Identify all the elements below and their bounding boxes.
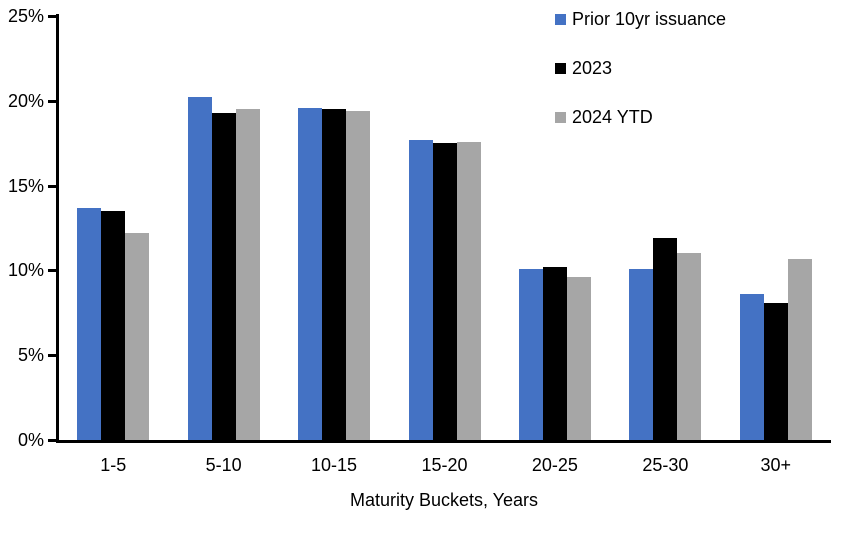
- bar-prior-10yr-issuance-30: [739, 294, 764, 440]
- y-tick-mark: [48, 269, 56, 273]
- x-tick-label: 20-25: [531, 455, 578, 475]
- x-axis-line: [56, 440, 831, 443]
- x-tick-label: 25-30: [642, 455, 689, 475]
- bar-2024-ytd-10-15: [346, 110, 371, 440]
- bar-prior-10yr-issuance-25-30: [629, 268, 654, 440]
- x-tick-label: 10-15: [311, 455, 358, 475]
- bar-2024-ytd-25-30: [677, 253, 702, 440]
- legend-item: 2024 YTD: [555, 106, 726, 128]
- bar-2024-ytd-20-25: [566, 277, 591, 440]
- y-tick-mark: [48, 184, 56, 188]
- y-tick-label: 15%: [7, 175, 44, 196]
- x-tick-label: 5-10: [205, 455, 242, 475]
- bar-prior-10yr-issuance-20-25: [518, 268, 543, 440]
- x-tick-label: 30+: [760, 455, 792, 475]
- legend-swatch-2023: [555, 62, 566, 74]
- bar-2023-30: [763, 302, 788, 440]
- x-tick-label: 15-20: [421, 455, 468, 475]
- y-tick-mark: [48, 354, 56, 358]
- legend-item: 2023: [555, 57, 726, 79]
- y-tick-mark: [48, 99, 56, 103]
- y-tick-label: 5%: [17, 345, 44, 366]
- y-tick-mark: [48, 439, 56, 442]
- legend-swatch-prior-10yr-issuance: [555, 13, 566, 25]
- bar-2023-20-25: [542, 267, 567, 440]
- y-tick-label: 25%: [7, 6, 44, 26]
- legend-item: Prior 10yr issuance: [555, 8, 726, 30]
- bar-2023-1-5: [101, 211, 126, 440]
- legend-label: 2024 YTD: [572, 106, 653, 127]
- x-axis-title: Maturity Buckets, Years: [349, 490, 539, 510]
- bar-prior-10yr-issuance-10-15: [298, 107, 323, 440]
- bar-2023-25-30: [653, 238, 678, 440]
- bar-2023-15-20: [432, 143, 457, 440]
- bar-2023-5-10: [211, 112, 236, 440]
- legend-swatch-2024-ytd: [555, 111, 566, 123]
- bar-prior-10yr-issuance-15-20: [408, 139, 433, 440]
- y-axis-line: [56, 14, 59, 443]
- bar-2024-ytd-1-5: [125, 233, 150, 440]
- legend: Prior 10yr issuance 2023 2024 YTD: [555, 8, 726, 155]
- bar-2024-ytd-5-10: [235, 109, 260, 440]
- bar-2023-10-15: [322, 109, 347, 440]
- y-tick-label: 20%: [7, 90, 44, 111]
- bar-2024-ytd-30: [787, 258, 812, 440]
- legend-label: Prior 10yr issuance: [572, 8, 727, 29]
- bar-prior-10yr-issuance-5-10: [187, 97, 212, 440]
- x-tick-label: 1-5: [100, 455, 127, 475]
- bar-prior-10yr-issuance-1-5: [77, 207, 102, 440]
- bar-2024-ytd-15-20: [456, 141, 481, 440]
- y-tick-mark: [48, 15, 56, 18]
- y-tick-label: 10%: [7, 260, 44, 281]
- legend-label: 2023: [572, 57, 613, 78]
- y-tick-label: 0%: [17, 430, 44, 450]
